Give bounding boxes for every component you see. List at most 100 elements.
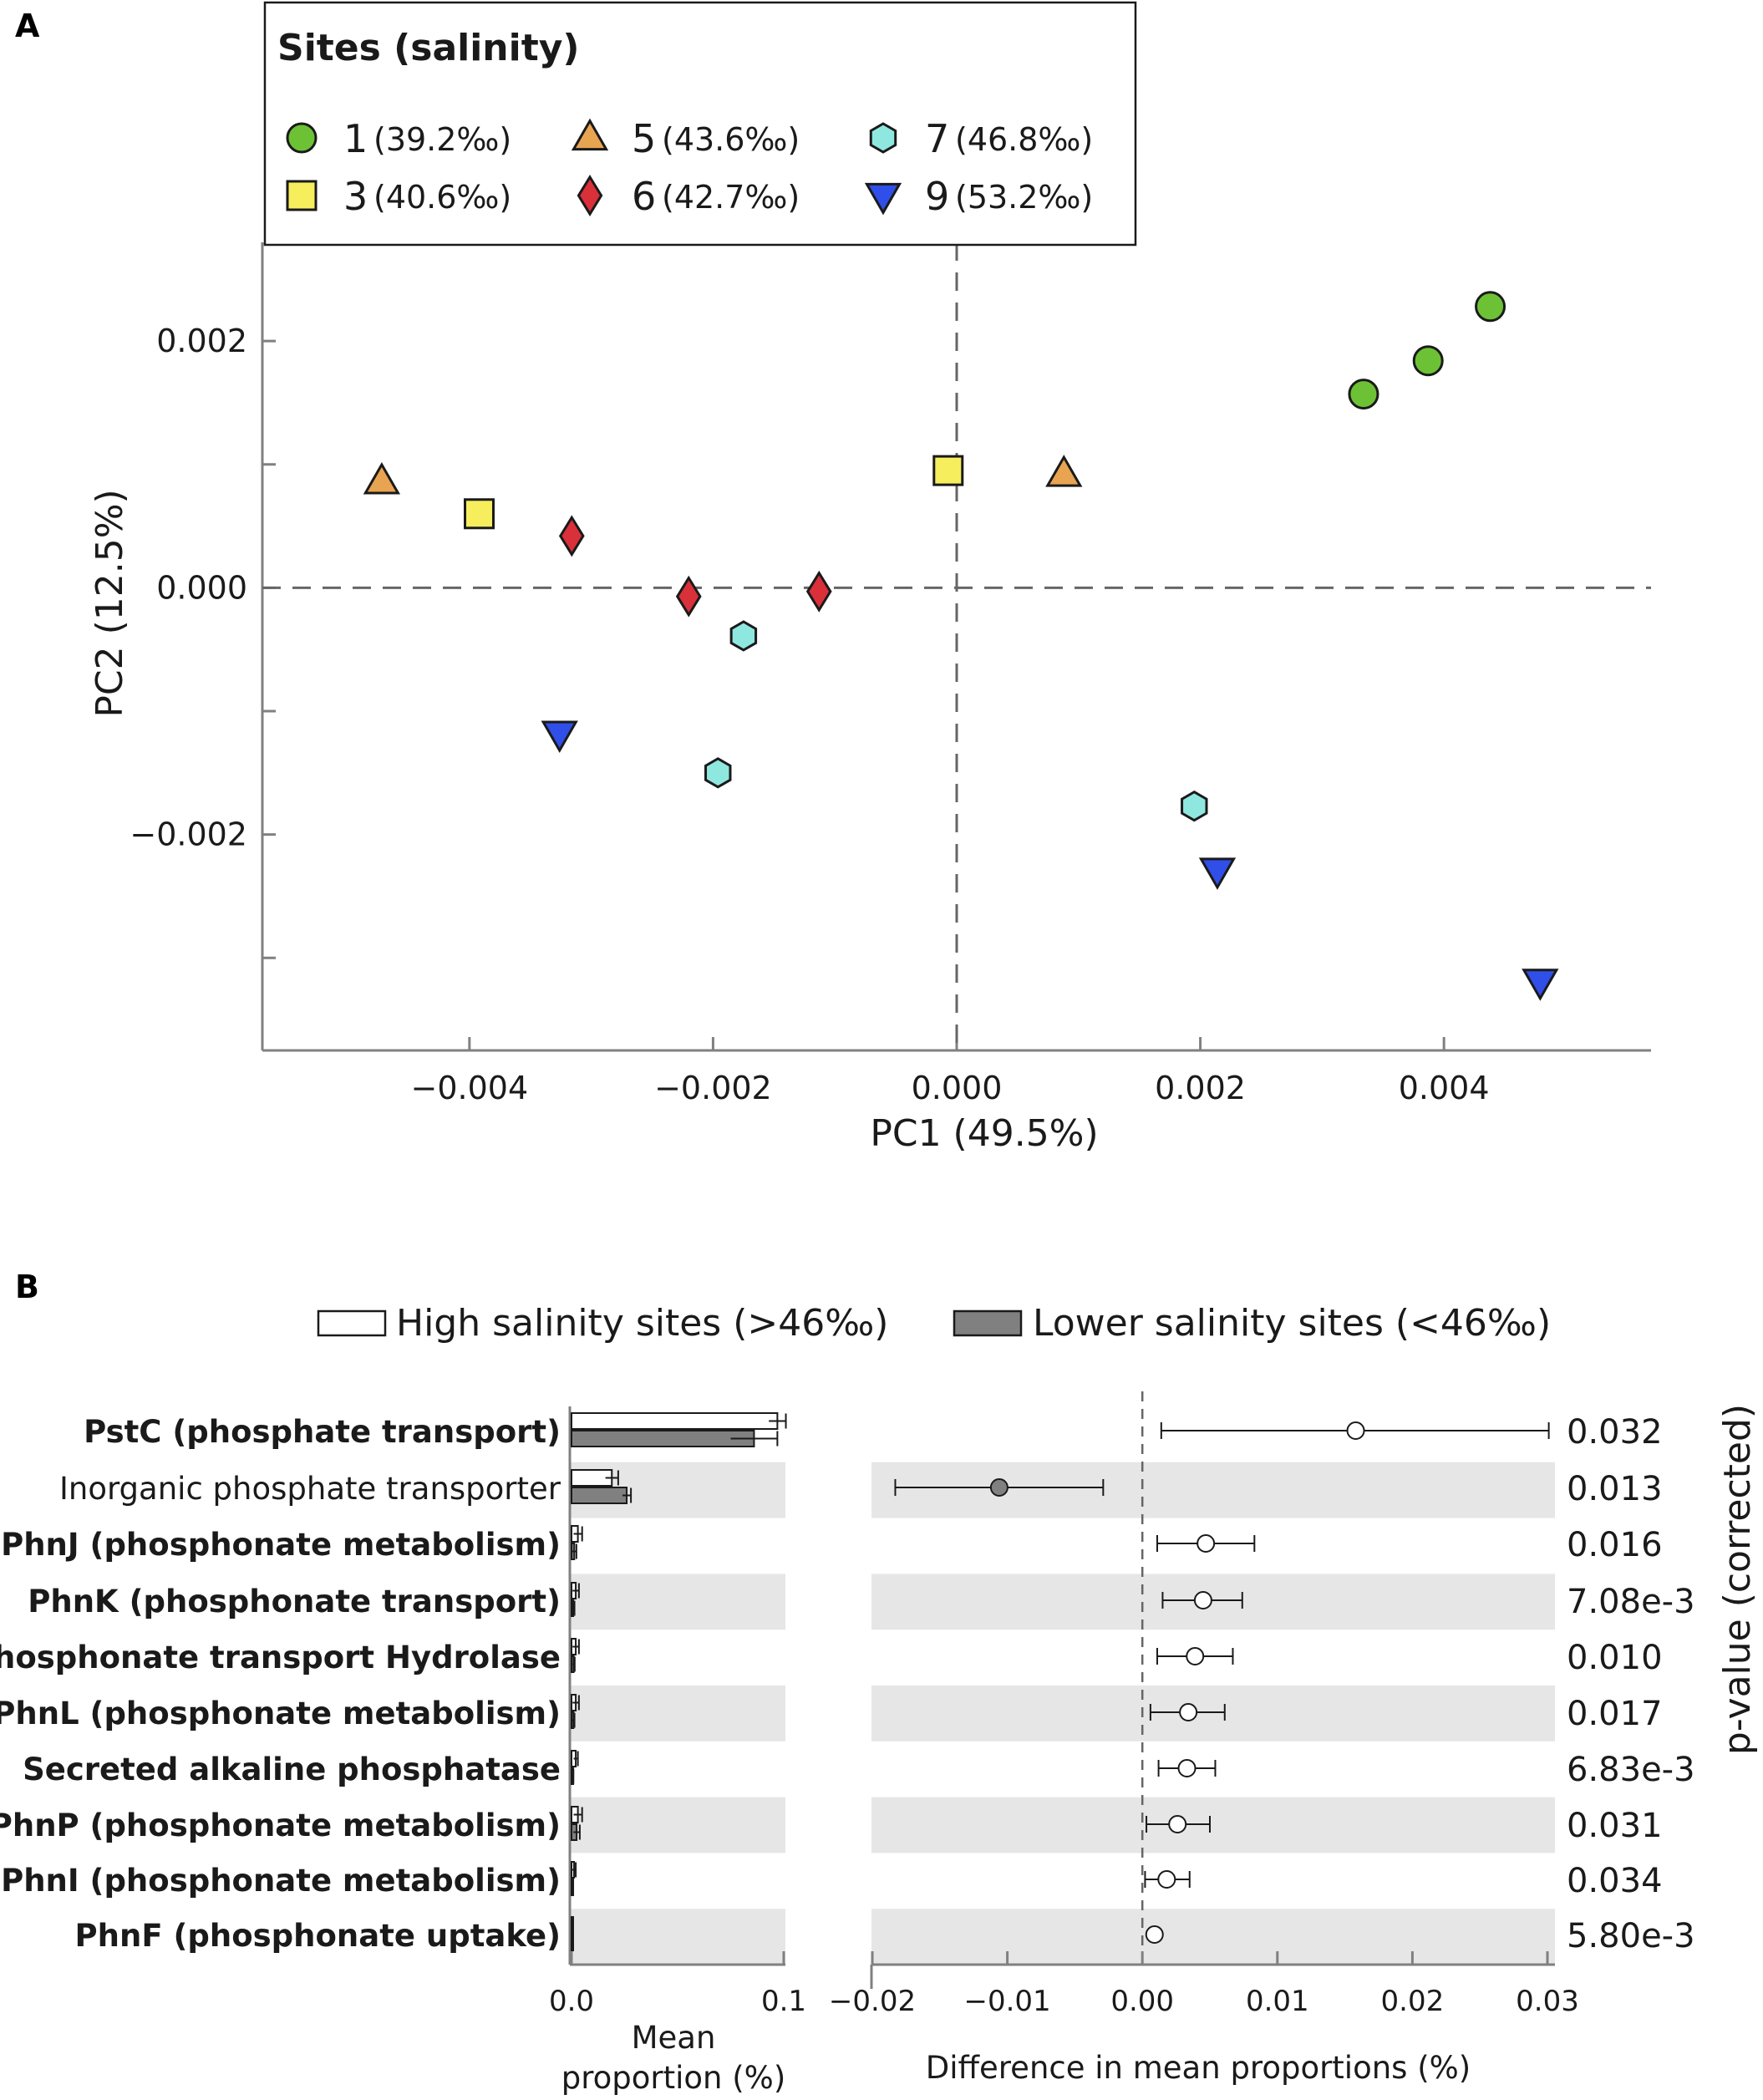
feature-label: PhnP (phosphonate metabolism) <box>0 1808 561 1843</box>
row-stripes <box>570 1462 1555 1965</box>
ci-x-axis-label: Difference in mean proportions (%) <box>926 2050 1471 2086</box>
ci-x-tick-label: −0.01 <box>963 1985 1050 2018</box>
p-value-label: 0.016 <box>1567 1526 1663 1564</box>
legend-site-7-salinity: (46.8‰) <box>955 121 1093 158</box>
difference-point <box>1197 1534 1216 1553</box>
ci-row-stripe <box>871 1574 1555 1630</box>
pca-points <box>363 291 1559 1001</box>
ci-x-tick-label: 0.00 <box>1110 1985 1174 2018</box>
legend-site-3-salinity: (40.6‰) <box>373 179 511 216</box>
p-value-label: 0.032 <box>1567 1413 1663 1452</box>
p-value-label: 0.034 <box>1567 1862 1663 1900</box>
x-tick-label: 0.002 <box>1155 1070 1246 1106</box>
legend-site-5-marker <box>571 118 609 151</box>
site-7-point <box>704 757 732 789</box>
legend-swatch-high <box>317 1309 387 1337</box>
ci-row-stripe <box>871 1797 1555 1853</box>
legend-site-5-number: 5 <box>632 116 656 161</box>
ci-row-stripe <box>871 1909 1555 1965</box>
legend-site-5-salinity: (43.6‰) <box>662 121 800 158</box>
x-tick-label: 0.004 <box>1399 1070 1490 1106</box>
feature-label: PhnL (phosphonate metabolism) <box>0 1696 561 1731</box>
feature-label: PhnK (phosphonate transport) <box>28 1584 561 1619</box>
difference-point <box>989 1478 1009 1497</box>
legend-site-7-marker <box>869 122 897 154</box>
site-1-point <box>1412 345 1444 377</box>
legend-site-9-marker <box>864 182 902 216</box>
pca-reference-lines <box>262 242 1651 1050</box>
p-value-axis-label: p-value (corrected) <box>1716 1404 1759 1755</box>
legend-swatch-low <box>953 1309 1023 1337</box>
legend-site-6-number: 6 <box>632 174 656 219</box>
feature-label: PhnI (phosphonate metabolism) <box>1 1863 561 1899</box>
bar-x-tick-label: 0.0 <box>549 1985 594 2018</box>
pca-legend: Sites (salinity) 1 (39.2‰)3 (40.6‰) 5 (43.6‰… <box>263 1 1137 247</box>
bar-row-stripe <box>570 1909 785 1965</box>
p-value-label: 5.80e-3 <box>1567 1917 1695 1955</box>
site-9-point <box>1198 857 1237 890</box>
p-values: 0.032 0.013 0.016 7.08e-3 0.010 0.017 6.83e-3 0… <box>1567 1413 1695 1955</box>
bar-x-label-line1: Mean <box>632 2020 716 2056</box>
pca-y-axis-label: PC2 (12.5%) <box>89 489 131 717</box>
site-1-point <box>1348 379 1379 410</box>
site-5-point <box>363 461 401 495</box>
bar-row-stripe <box>570 1797 785 1853</box>
pca-legend-title: Sites (salinity) <box>277 27 580 69</box>
difference-point <box>1186 1647 1205 1665</box>
difference-point <box>1179 1703 1198 1721</box>
feature-label: PhnJ (phosphonate metabolism) <box>1 1527 561 1563</box>
legend-site-7-number: 7 <box>925 116 949 161</box>
legend-site-1-marker <box>286 122 318 154</box>
y-tick-label: −0.002 <box>130 816 247 853</box>
bar-x-tick-label: 0.1 <box>761 1985 806 2018</box>
x-tick-label: −0.004 <box>411 1070 529 1106</box>
p-value-label: 0.010 <box>1567 1639 1663 1677</box>
difference-point <box>1193 1591 1212 1609</box>
ci-plot: −0.02 −0.01 0.00 0.01 0.02 0.03 <box>829 1391 1579 2018</box>
pca-plot: −0.004 −0.002 0.000 0.002 0.004 0.002 0.000 −0.… <box>130 242 1651 1106</box>
difference-point <box>1346 1421 1365 1440</box>
x-tick-label: 0.000 <box>912 1070 1003 1106</box>
bar-row-stripe <box>570 1574 785 1630</box>
pca-x-axis-label: PC1 (49.5%) <box>870 1112 1098 1155</box>
legend-site-6-salinity: (42.7‰) <box>662 179 800 216</box>
y-tick-label: 0.002 <box>156 323 247 359</box>
row-labels: PstC (phosphate transport) Inorganic phos… <box>0 1414 561 1954</box>
p-value-label: 7.08e-3 <box>1567 1583 1695 1621</box>
bar-legend: High salinity sites (>46‰) Lower salinit… <box>317 1302 1551 1345</box>
site-7-point <box>1181 790 1208 822</box>
legend-site-1-number: 1 <box>343 116 368 161</box>
p-value-label: 0.017 <box>1567 1695 1663 1733</box>
site-3-point <box>932 455 964 486</box>
ci-x-tick-label: 0.03 <box>1516 1985 1579 2018</box>
y-tick-label: 0.000 <box>156 569 247 606</box>
site-5-point <box>1045 455 1083 487</box>
ci-row-stripe <box>871 1686 1555 1742</box>
pca-legend-frame <box>263 1 1137 247</box>
ci-x-tick-label: 0.02 <box>1381 1985 1445 2018</box>
feature-label: Secreted alkaline phosphatase <box>23 1752 561 1787</box>
panel-b-label: B <box>15 1269 39 1305</box>
difference-point <box>1177 1759 1197 1777</box>
bar-lower-salinity <box>571 1487 628 1504</box>
difference-point <box>1157 1870 1176 1889</box>
bar-row-stripe <box>570 1686 785 1742</box>
p-value-label: 0.013 <box>1567 1470 1663 1508</box>
site-6-point <box>805 570 832 613</box>
legend-site-1-salinity: (39.2‰) <box>373 121 511 158</box>
legend-site-9-salinity: (53.2‰) <box>955 179 1093 216</box>
feature-label: Phosphonate transport Hydrolase <box>0 1640 561 1675</box>
feature-label: Inorganic phosphate transporter <box>59 1471 561 1507</box>
legend-label-high: High salinity sites (>46‰) <box>396 1302 888 1345</box>
site-9-point <box>541 720 578 753</box>
panel-a-label: A <box>15 8 40 44</box>
ci-x-tick-label: 0.01 <box>1246 1985 1309 2018</box>
legend-site-3-number: 3 <box>343 174 368 219</box>
ci-row-stripe <box>871 1462 1555 1518</box>
site-7-point <box>729 620 758 652</box>
bar-lower-salinity <box>571 1430 755 1447</box>
difference-point <box>1168 1815 1187 1833</box>
pca-legend-entries: 1 (39.2‰)3 (40.6‰) 5 (43.6‰)6 (42.7‰) 7 (46.8‰)… <box>286 116 1093 219</box>
bar-x-label-line2: proportion (%) <box>561 2060 786 2096</box>
